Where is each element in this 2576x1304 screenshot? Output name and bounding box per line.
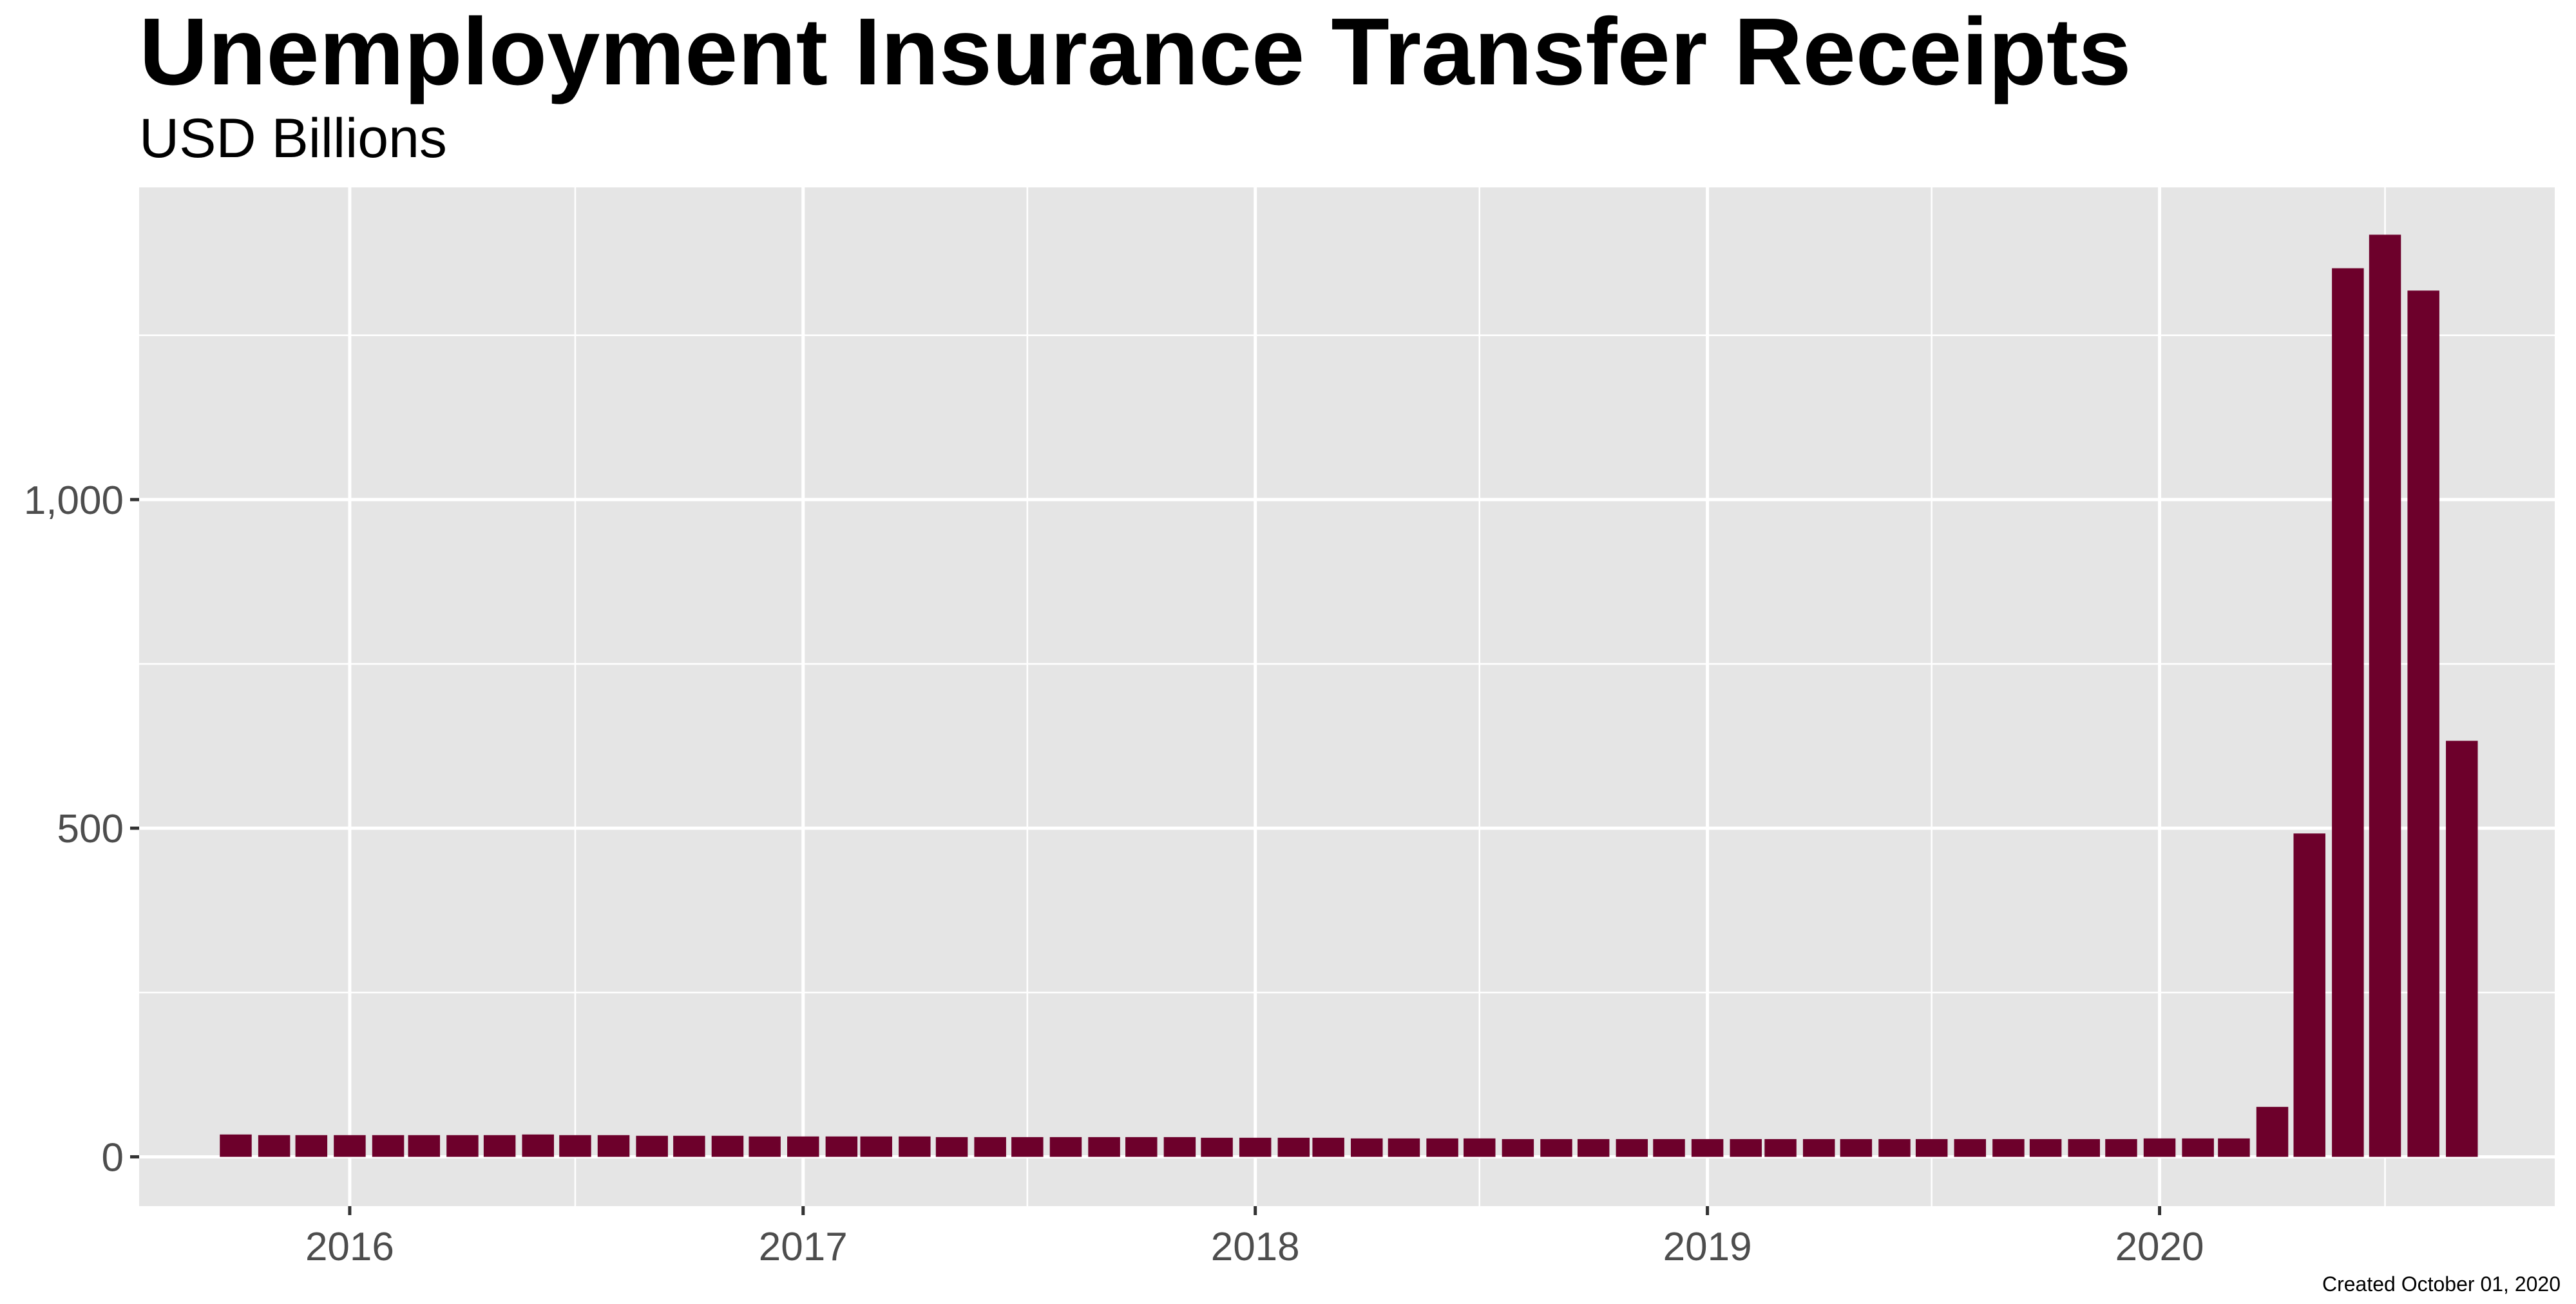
bar-2019-01	[1691, 1139, 1724, 1157]
bar-2019-03	[1764, 1139, 1797, 1157]
bar-2017-05	[935, 1137, 968, 1157]
bar-2018-09	[1540, 1139, 1572, 1157]
bar-2018-08	[1502, 1139, 1534, 1157]
bar-2017-10	[1125, 1137, 1158, 1157]
bar-2019-07	[1915, 1139, 1948, 1157]
bar-2017-02	[825, 1136, 858, 1157]
bar-2018-01	[1239, 1137, 1272, 1157]
bar-2018-06	[1426, 1138, 1458, 1157]
bar-2020-04	[2256, 1106, 2289, 1157]
created-caption: Created October 01, 2020	[2322, 1272, 2561, 1296]
y-tick-label: 1,000	[24, 478, 124, 523]
bar-2016-05	[483, 1135, 516, 1157]
bar-2016-08	[597, 1135, 630, 1157]
bar-2020-08	[2407, 290, 2439, 1157]
bar-2015-12	[295, 1135, 328, 1157]
bar-2018-02	[1277, 1137, 1310, 1157]
bar-2019-04	[1802, 1139, 1835, 1157]
bar-2016-07	[559, 1135, 591, 1157]
bar-2017-07	[1011, 1137, 1044, 1157]
bar-2018-12	[1653, 1139, 1685, 1157]
bar-2020-05	[2293, 833, 2325, 1157]
x-tick-label: 2017	[759, 1225, 848, 1269]
y-tick-label: 0	[102, 1135, 124, 1180]
bar-2016-04	[446, 1135, 479, 1157]
bar-2019-08	[1954, 1139, 1987, 1157]
bar-2016-06	[522, 1134, 554, 1157]
bar-2017-12	[1201, 1137, 1233, 1157]
bar-2017-04	[899, 1136, 931, 1157]
y-tick-label: 500	[57, 807, 124, 851]
bar-2016-11	[711, 1135, 744, 1157]
bar-2017-08	[1049, 1137, 1082, 1157]
bar-2016-02	[372, 1135, 405, 1157]
bar-2016-03	[408, 1135, 441, 1157]
y-axis: 0 500 1,000	[24, 478, 139, 1180]
bar-2018-04	[1351, 1138, 1383, 1157]
bar-2017-03	[860, 1136, 892, 1157]
bar-2020-09	[2446, 741, 2478, 1157]
bar-2020-03	[2218, 1138, 2250, 1157]
bar-2018-07	[1464, 1138, 1496, 1157]
bar-2019-02	[1730, 1139, 1762, 1157]
bar-2017-06	[974, 1137, 1006, 1157]
bar-2019-06	[1878, 1139, 1911, 1157]
bar-2016-01	[334, 1135, 366, 1157]
chart-subtitle: USD Billions	[139, 108, 447, 169]
bar-2017-01	[787, 1136, 819, 1157]
bar-2020-02	[2182, 1138, 2214, 1157]
bar-2019-10	[2029, 1139, 2062, 1157]
bar-2015-11	[258, 1135, 291, 1157]
bar-2016-10	[673, 1135, 705, 1157]
bar-series	[220, 234, 2478, 1157]
plot-panel	[139, 187, 2555, 1206]
bar-2019-09	[1992, 1139, 2025, 1157]
bar-2016-09	[636, 1135, 668, 1157]
bar-2020-06	[2332, 268, 2364, 1157]
bar-2019-05	[1840, 1139, 1873, 1157]
bar-2020-01	[2143, 1138, 2176, 1157]
bar-2018-10	[1577, 1139, 1610, 1157]
chart-title: Unemployment Insurance Transfer Receipts	[139, 0, 2132, 105]
bar-2019-12	[2105, 1139, 2137, 1157]
x-tick-label: 2019	[1663, 1225, 1752, 1269]
x-tick-label: 2020	[2115, 1225, 2204, 1269]
x-axis: 2016 2017 2018 2019 2020	[305, 1206, 2204, 1269]
bar-2017-09	[1088, 1137, 1120, 1157]
bar-2018-03	[1312, 1137, 1344, 1157]
bar-2016-12	[749, 1136, 781, 1157]
bar-2018-11	[1616, 1139, 1648, 1157]
x-tick-label: 2018	[1211, 1225, 1300, 1269]
x-tick-label: 2016	[305, 1225, 394, 1269]
bar-2015-10	[220, 1134, 252, 1157]
bar-2019-11	[2068, 1139, 2100, 1157]
bar-2018-05	[1388, 1138, 1420, 1157]
bar-2017-11	[1163, 1137, 1196, 1157]
bar-2020-07	[2369, 234, 2401, 1157]
